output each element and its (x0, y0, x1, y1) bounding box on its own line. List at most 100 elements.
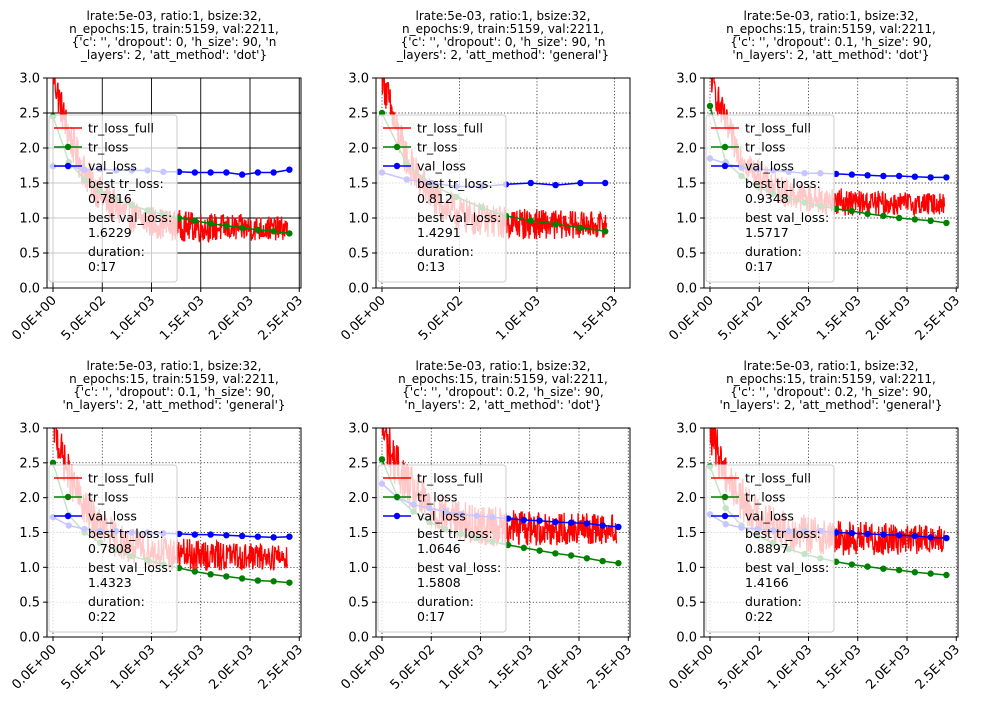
legend-stat: best val_loss: (745, 560, 829, 575)
point-tr_loss (520, 544, 528, 552)
point-val_loss (880, 531, 887, 538)
title-line: lrate:5e-03, ratio:1, bsize:32, (416, 9, 591, 23)
legend-stat: 0.7808 (88, 541, 132, 556)
y-tick-label: 2.5 (348, 107, 369, 122)
point-val_loss (520, 516, 528, 524)
legend-marker (64, 162, 72, 170)
legend-marker (721, 512, 729, 520)
point-tr_loss (286, 230, 293, 237)
x-tick-label: 2.0E+03 (863, 293, 913, 343)
title-line: {'c': '', 'dropout': 0, 'h_size': 90, 'n (401, 35, 606, 49)
legend-marker (64, 493, 72, 501)
x-tick-label: 5.0E+02 (59, 293, 109, 343)
point-val_loss (943, 174, 950, 181)
legend-stat: 0:17 (88, 259, 116, 274)
legend-stat: 0:13 (417, 259, 445, 274)
x-tick-label: 1.0E+03 (493, 293, 543, 343)
y-tick-label: 0.5 (676, 596, 697, 611)
legend-label: tr_loss_full (88, 471, 154, 486)
point-val_loss (270, 534, 277, 541)
point-tr_loss (911, 216, 919, 223)
y-axis: 0.0 0.5 1.0 1.5 2.0 2.5 3.0 (676, 72, 704, 297)
point-val_loss (895, 172, 903, 180)
legend-stat: best val_loss: (417, 210, 501, 225)
subplot-4: lrate:5e-03, ratio:1, bsize:32,n_epochs:… (9, 359, 306, 693)
point-tr_loss (238, 575, 246, 582)
y-tick-label: 0.5 (348, 596, 369, 611)
legend-stat: duration: (417, 594, 474, 609)
y-tick-label: 0.5 (19, 247, 40, 262)
x-axis: 0.0E+005.0E+021.0E+031.5E+032.0E+032.5E+… (666, 288, 963, 344)
x-tick-label: 0.0E+00 (9, 293, 59, 343)
subplot-title: lrate:5e-03, ratio:1, bsize:32,n_epochs:… (398, 359, 608, 412)
title-line: {'c': '', 'dropout': 0.2, 'h_size': 90, (730, 385, 931, 399)
x-tick-label: 2.0E+03 (206, 293, 256, 343)
y-tick-label: 0.0 (19, 282, 40, 297)
point-val_loss (223, 169, 230, 176)
subplot-1: lrate:5e-03, ratio:1, bsize:32,n_epochs:… (9, 9, 306, 344)
title-line: lrate:5e-03, ratio:1, bsize:32, (87, 9, 262, 23)
y-tick-label: 1.5 (19, 177, 40, 192)
x-tick-label: 1.5E+03 (157, 293, 207, 343)
title-line: lrate:5e-03, ratio:1, bsize:32, (744, 359, 919, 373)
y-tick-label: 2.0 (348, 491, 369, 506)
point-tr_loss (602, 228, 609, 235)
legend-stat: best val_loss: (745, 210, 829, 225)
y-tick-label: 1.5 (676, 526, 697, 541)
legend-marker (721, 493, 729, 501)
point-tr_loss (49, 459, 57, 467)
legend-marker (721, 143, 729, 151)
y-tick-label: 2.5 (348, 456, 369, 471)
point-tr_loss (552, 221, 559, 228)
point-tr_loss (599, 557, 606, 565)
subplot-title: lrate:5e-03, ratio:1, bsize:32,n_epochs:… (396, 9, 609, 62)
point-tr_loss (880, 565, 887, 572)
legend-label: tr_loss (88, 140, 128, 155)
legend-stat: best tr_loss: (417, 526, 493, 541)
x-axis: 0.0E+005.0E+021.0E+031.5E+032.0E+032.5E+… (9, 637, 306, 693)
title-line: lrate:5e-03, ratio:1, bsize:32, (87, 359, 262, 373)
legend-box (377, 114, 507, 283)
subplot-3: lrate:5e-03, ratio:1, bsize:32,n_epochs:… (666, 9, 963, 344)
point-val_loss (864, 530, 871, 538)
point-val_loss (223, 532, 230, 539)
title-line: n_epochs:15, train:5159, val:2211, (69, 22, 279, 36)
subplot-title: lrate:5e-03, ratio:1, bsize:32,n_epochs:… (62, 359, 285, 412)
x-axis: 0.0E+005.0E+021.0E+031.5E+032.0E+032.5E+… (9, 288, 306, 344)
x-tick-label: 2.5E+03 (913, 293, 963, 343)
point-val_loss (536, 517, 543, 524)
legend-stat: 0.9348 (745, 191, 789, 206)
point-tr_loss (848, 207, 856, 215)
legend-marker (393, 143, 401, 151)
legend-marker (721, 162, 729, 170)
y-tick-label: 2.0 (676, 142, 697, 157)
point-tr_loss (286, 579, 293, 586)
legend-marker (393, 162, 401, 170)
point-tr_loss (895, 566, 903, 574)
legend-stat: best tr_loss: (88, 176, 164, 191)
y-tick-label: 2.5 (676, 456, 697, 471)
x-tick-label: 2.5E+03 (256, 642, 306, 692)
x-tick-label: 1.0E+03 (765, 642, 815, 692)
y-tick-label: 0.5 (19, 596, 40, 611)
point-tr_loss (254, 226, 262, 234)
y-tick-label: 0.5 (676, 247, 697, 262)
legend-box (48, 114, 178, 283)
legend-marker (393, 493, 401, 501)
y-axis: 0.0 0.5 1.0 1.5 2.0 2.5 3.0 (348, 72, 376, 297)
y-tick-label: 1.5 (676, 177, 697, 192)
point-val_loss (927, 174, 934, 181)
legend-label: tr_loss_full (745, 121, 811, 136)
legend-stat: 0:17 (417, 609, 445, 624)
x-tick-label: 0.0E+00 (9, 642, 59, 692)
x-tick-label: 5.0E+02 (716, 293, 766, 343)
y-tick-label: 1.0 (348, 212, 369, 227)
x-axis: 0.0E+005.0E+021.0E+031.5E+032.0E+032.5E+… (666, 637, 963, 693)
subplot-title: lrate:5e-03, ratio:1, bsize:32,n_epochs:… (726, 9, 936, 62)
y-tick-label: 2.0 (348, 142, 369, 157)
